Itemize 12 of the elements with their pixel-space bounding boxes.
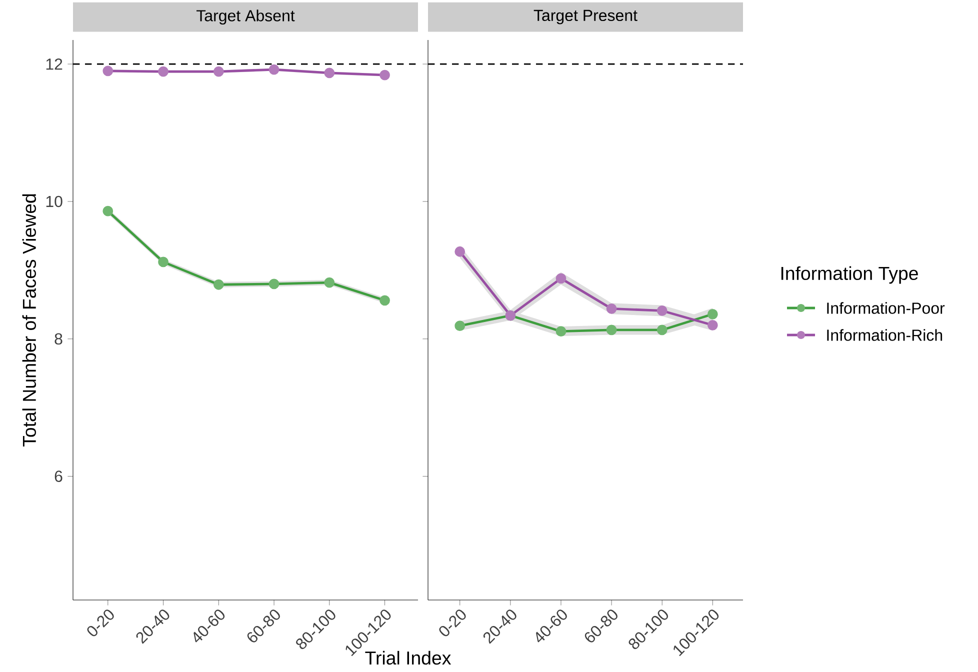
x-tick-label: 0-20 — [87, 610, 114, 636]
legend-title: Information Type — [781, 266, 918, 284]
y-tick-label: 10 — [46, 196, 62, 208]
y-tick-label: 6 — [54, 470, 62, 482]
legend-label: Information-Rich — [827, 329, 942, 341]
legend-label: Information-Poor — [827, 302, 945, 314]
y-tick-label: 8 — [54, 333, 62, 345]
y-tick-label: 12 — [46, 58, 62, 70]
chart-title: Target Absent — [196, 10, 295, 25]
chart-title: Target Present — [534, 10, 638, 24]
y-axis-title: Total Number of Faces Viewed — [22, 194, 36, 447]
x-tick-label: 0-20 — [439, 610, 466, 636]
